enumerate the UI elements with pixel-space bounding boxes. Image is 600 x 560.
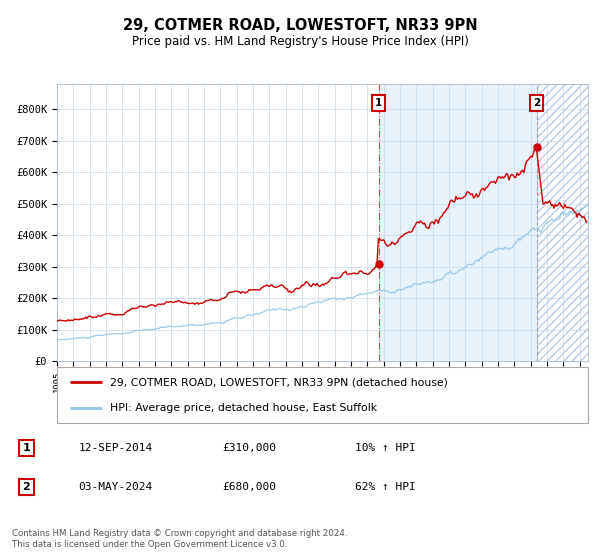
Bar: [379, 84, 536, 361]
Text: HPI: Average price, detached house, East Suffolk: HPI: Average price, detached house, East…: [110, 403, 377, 413]
Text: £310,000: £310,000: [222, 443, 276, 453]
Text: 10% ↑ HPI: 10% ↑ HPI: [355, 443, 415, 453]
Text: Price paid vs. HM Land Registry's House Price Index (HPI): Price paid vs. HM Land Registry's House …: [131, 35, 469, 49]
Text: 29, COTMER ROAD, LOWESTOFT, NR33 9PN: 29, COTMER ROAD, LOWESTOFT, NR33 9PN: [122, 18, 478, 32]
Text: £680,000: £680,000: [222, 482, 276, 492]
Text: 03-MAY-2024: 03-MAY-2024: [78, 482, 152, 492]
FancyBboxPatch shape: [57, 367, 588, 423]
Text: Contains HM Land Registry data © Crown copyright and database right 2024.
This d: Contains HM Land Registry data © Crown c…: [12, 529, 347, 549]
Text: 12-SEP-2014: 12-SEP-2014: [78, 443, 152, 453]
Bar: [536, 84, 588, 361]
Text: 1: 1: [375, 98, 382, 108]
Text: 2: 2: [23, 482, 30, 492]
Text: 2: 2: [533, 98, 540, 108]
Text: 62% ↑ HPI: 62% ↑ HPI: [355, 482, 415, 492]
Text: 29, COTMER ROAD, LOWESTOFT, NR33 9PN (detached house): 29, COTMER ROAD, LOWESTOFT, NR33 9PN (de…: [110, 377, 448, 388]
Text: 1: 1: [23, 443, 30, 453]
